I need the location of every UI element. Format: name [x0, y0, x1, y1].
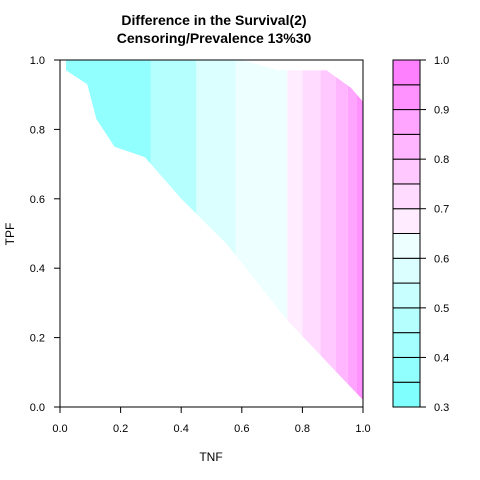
y-tick-label: 0.4	[30, 263, 45, 275]
plot-frame	[59, 59, 364, 408]
colorbar-swatch-10	[392, 158, 421, 185]
colorbar-tick-label: 0.6	[434, 253, 449, 265]
y-tick-label: 0.6	[30, 194, 45, 206]
chart-title: Difference in the Survival(2)	[121, 12, 306, 28]
contour-band-3	[196, 60, 236, 401]
colorbar-tick-label: 0.5	[434, 303, 449, 315]
contour-band-8	[320, 60, 336, 401]
x-tick-label: 0.8	[295, 423, 310, 435]
colorbar-tick-label: 0.3	[434, 402, 449, 414]
colorbar-swatch-11	[392, 133, 421, 160]
x-axis: 0.0 0.2 0.4 0.6 0.8 1.0	[52, 407, 371, 435]
x-tick-label: 0.2	[113, 423, 128, 435]
contour-band-5	[266, 60, 288, 401]
contour-band-6	[287, 60, 303, 401]
contour-band-9	[335, 60, 348, 401]
colorbar-tick-label: 1.0	[434, 55, 449, 67]
contour-band-4	[235, 60, 267, 401]
colorbar-tick-label: 0.7	[434, 204, 449, 216]
x-axis-label: TNF	[199, 450, 222, 464]
colorbar-swatch-7	[392, 233, 421, 259]
colorbar-tick-label: 0.9	[434, 105, 449, 117]
y-axis: 0.0 0.2 0.4 0.6 0.8 1.0	[30, 55, 60, 414]
y-tick-label: 0.8	[30, 124, 45, 136]
colorbar: 0.3 0.4 0.5 0.6 0.7 0.8 0.9 1.0	[392, 55, 449, 414]
y-tick-label: 0.2	[30, 333, 45, 345]
colorbar-swatch-6	[392, 257, 421, 284]
y-tick-label: 0.0	[30, 402, 45, 414]
colorbar-swatch-3	[392, 332, 421, 358]
x-tick-label: 0.0	[52, 423, 67, 435]
x-tick-label: 0.4	[174, 423, 189, 435]
x-tick-label: 0.6	[234, 423, 249, 435]
chart-subtitle: Censoring/Prevalence 13%30	[117, 30, 312, 46]
contour-band-11	[356, 60, 363, 401]
colorbar-swatch-1	[392, 381, 421, 408]
y-tick-label: 1.0	[30, 55, 45, 67]
colorbar-swatch-13	[392, 84, 421, 111]
contour-band-1	[66, 60, 151, 401]
contour-band-7	[302, 60, 321, 401]
colorbar-swatch-5	[392, 282, 421, 309]
contour-band-10	[347, 60, 357, 401]
colorbar-swatch-14	[392, 59, 421, 86]
x-tick-label: 1.0	[355, 423, 370, 435]
filled-contour-field	[66, 60, 363, 401]
colorbar-tick-label: 0.8	[434, 154, 449, 166]
colorbar-tick-label: 0.4	[434, 352, 449, 364]
colorbar-swatch-4	[392, 307, 421, 334]
contour-band-2	[150, 60, 197, 401]
colorbar-swatch-8	[392, 208, 421, 234]
y-axis-label: TPF	[3, 223, 17, 246]
colorbar-swatch-9	[392, 183, 421, 210]
colorbar-swatch-12	[392, 109, 421, 135]
colorbar-swatch-2	[392, 356, 421, 383]
